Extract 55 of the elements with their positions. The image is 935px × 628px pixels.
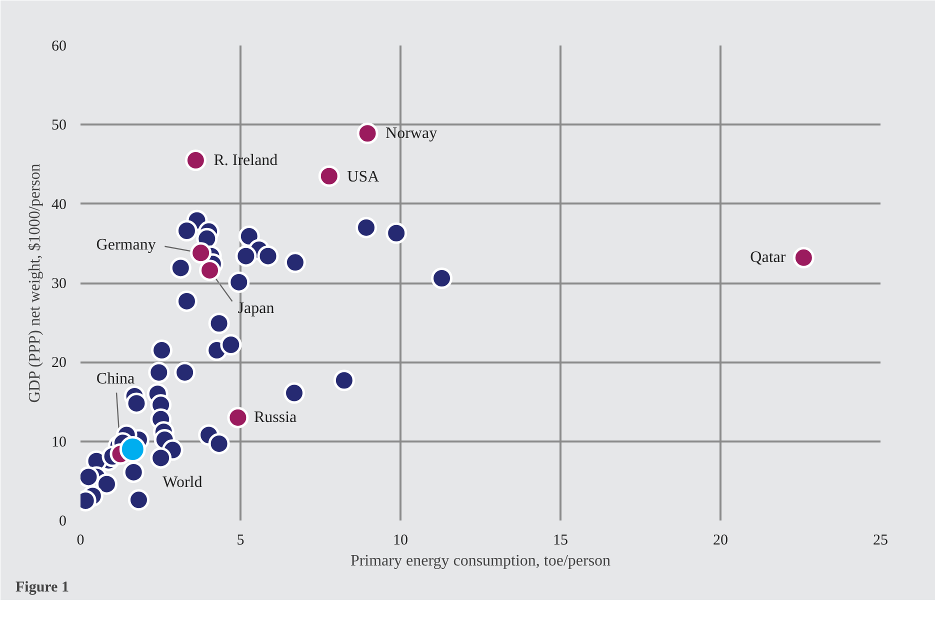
y-axis-title: GDP (PPP) net weight, $1000/person [26, 164, 44, 403]
point [122, 461, 144, 483]
point [333, 370, 355, 392]
x-tick-label: 25 [873, 532, 888, 548]
point [174, 362, 196, 384]
x-tick-label: 20 [713, 532, 728, 548]
point [170, 257, 192, 279]
point [148, 362, 170, 384]
y-tick-label: 60 [52, 38, 66, 54]
point [356, 122, 378, 144]
y-tick-label: 20 [52, 355, 66, 372]
point [151, 340, 173, 362]
point [284, 252, 306, 274]
y-tick-label: 50 [52, 118, 66, 134]
point [220, 334, 242, 356]
point [208, 432, 230, 454]
point [199, 260, 221, 282]
point [227, 406, 249, 428]
point [257, 245, 279, 267]
point [318, 165, 340, 187]
point [431, 268, 453, 289]
point [792, 246, 814, 268]
annotation: World [162, 474, 202, 491]
point [176, 290, 198, 312]
y-tick-label: 0 [59, 514, 66, 530]
point [356, 216, 378, 238]
annotation: Norway [386, 124, 438, 142]
point [126, 392, 148, 414]
x-tick-label: 15 [553, 532, 568, 548]
x-tick-label: 5 [236, 532, 244, 548]
caption: Figure 1 [16, 580, 69, 596]
point [235, 245, 257, 267]
annotation: R. Ireland [214, 152, 278, 169]
point [386, 222, 408, 244]
point [176, 220, 198, 242]
annotation: China [96, 370, 135, 388]
point [284, 382, 306, 404]
point [184, 150, 206, 172]
x-tick-label: 10 [393, 532, 408, 548]
x-tick-label: 0 [76, 532, 84, 548]
annotation: Russia [254, 409, 297, 426]
point [208, 312, 230, 334]
point [96, 473, 118, 495]
point [190, 242, 212, 264]
y-tick-label: 10 [52, 434, 66, 450]
point [228, 271, 250, 293]
annotation: USA [347, 168, 380, 186]
annotation: Japan [238, 300, 274, 317]
point [128, 489, 150, 511]
y-tick-label: 40 [52, 196, 66, 213]
annotation: Qatar [750, 249, 786, 266]
annotation: Germany [96, 236, 156, 254]
point [150, 447, 172, 469]
y-tick-label: 30 [52, 276, 66, 292]
x-axis-title: Primary energy consumption, toe/person [350, 552, 611, 570]
